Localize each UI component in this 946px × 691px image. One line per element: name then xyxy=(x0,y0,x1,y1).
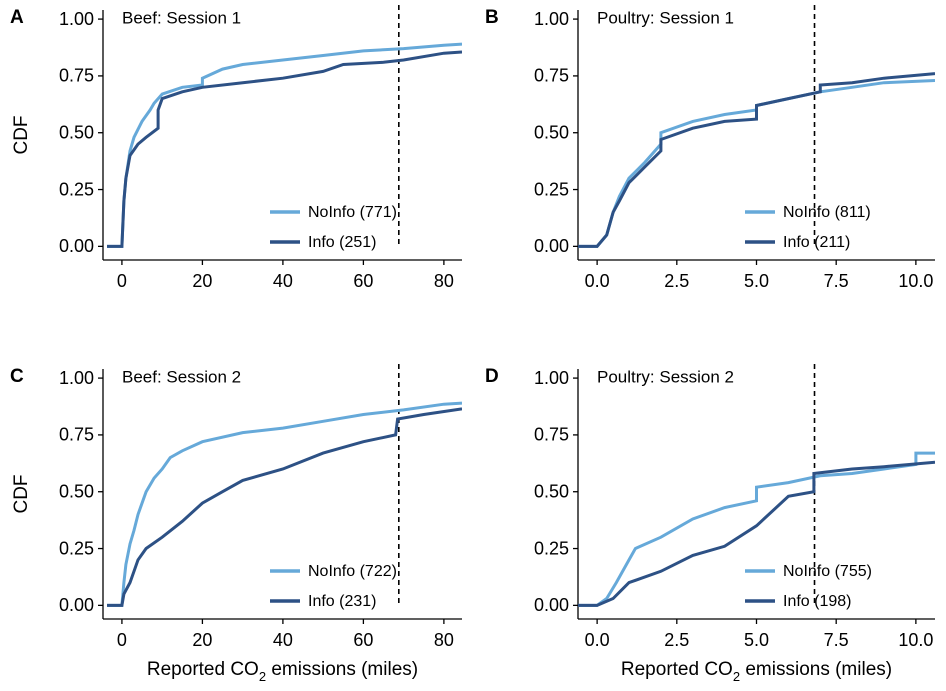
panel-label: A xyxy=(10,7,24,28)
x-tick-label: 20 xyxy=(192,630,212,650)
legend-label: NoInfo (811) xyxy=(783,204,871,221)
y-tick-label: 0.00 xyxy=(534,236,569,256)
panel: 0.00 0.25 0.50 0.75 1.00 0.0 2.5 5.0 7.5 10.0 NoIn… xyxy=(485,5,935,291)
x-tick-label: 7.5 xyxy=(824,271,849,291)
panel-label: D xyxy=(485,366,499,387)
x-tick-label: 80 xyxy=(434,271,454,291)
cdf-line xyxy=(107,50,462,248)
y-tick-label: 1.00 xyxy=(59,9,94,29)
cdf-line xyxy=(578,72,935,248)
y-tick-label: 0.50 xyxy=(59,122,94,142)
cdf-line xyxy=(107,407,462,607)
y-tick-label: 1.00 xyxy=(534,368,569,388)
cdf-line xyxy=(107,401,462,607)
x-tick-label: 7.5 xyxy=(824,630,849,650)
y-tick-label: 1.00 xyxy=(534,9,569,29)
legend-label: Info (231) xyxy=(308,593,376,610)
cdf-line xyxy=(578,460,935,607)
x-tick-label: 80 xyxy=(434,630,454,650)
y-tick-label: 0.00 xyxy=(59,236,94,256)
legend-label: NoInfo (771) xyxy=(308,204,397,221)
panel: 0.00 0.25 0.50 0.75 1.00 0.0 2.5 5.0 7.5 10.0 NoIn… xyxy=(485,364,935,684)
x-tick-label: 0 xyxy=(117,271,127,291)
legend-label: Info (211) xyxy=(783,234,850,251)
panel-title: Poultry: Session 1 xyxy=(597,8,734,27)
x-tick-label: 0 xyxy=(117,630,127,650)
panel-title: Poultry: Session 2 xyxy=(597,367,734,386)
x-tick-label: 60 xyxy=(353,630,373,650)
x-tick-label: 5.0 xyxy=(744,271,769,291)
x-tick-label: 40 xyxy=(273,630,293,650)
y-tick-label: 0.00 xyxy=(59,595,94,615)
y-tick-label: 0.75 xyxy=(59,66,94,86)
legend-label: Info (251) xyxy=(308,234,376,251)
x-tick-label: 2.5 xyxy=(664,271,689,291)
y-tick-label: 0.75 xyxy=(534,425,569,445)
y-tick-label: 0.00 xyxy=(534,595,569,615)
cdf-line xyxy=(578,451,935,607)
y-tick-label: 0.75 xyxy=(534,66,569,86)
panel-label: C xyxy=(10,366,24,387)
y-axis-label: CDF xyxy=(11,474,32,513)
x-axis-label: Reported CO2 emissions (miles) xyxy=(621,659,892,684)
y-tick-label: 0.75 xyxy=(59,425,94,445)
x-axis-label-part: emissions (miles) xyxy=(266,659,418,680)
x-axis-label: Reported CO2 emissions (miles) xyxy=(147,659,418,684)
x-axis-label-part: emissions (miles) xyxy=(740,659,892,680)
x-axis-label-part: 2 xyxy=(733,669,740,684)
cdf-line xyxy=(107,42,462,248)
panel: 0.00 0.25 0.50 0.75 1.00 0 20 40 60 80 NoInfo (771… xyxy=(10,5,462,291)
y-tick-label: 0.25 xyxy=(534,179,569,199)
x-tick-label: 5.0 xyxy=(744,630,769,650)
legend-label: NoInfo (722) xyxy=(308,563,397,580)
panel-title: Beef: Session 1 xyxy=(122,8,241,27)
x-tick-label: 60 xyxy=(353,271,373,291)
y-tick-label: 0.25 xyxy=(59,538,94,558)
y-tick-label: 0.50 xyxy=(59,481,94,501)
x-tick-label: 40 xyxy=(273,271,293,291)
panel: 0.00 0.25 0.50 0.75 1.00 0 20 40 60 80 NoInfo (722… xyxy=(10,364,462,684)
legend-label: NoInfo (755) xyxy=(783,563,872,580)
x-axis-label-part: Reported CO xyxy=(147,659,259,680)
x-axis-label-part: Reported CO xyxy=(621,659,733,680)
x-tick-label: 2.5 xyxy=(664,630,689,650)
y-tick-label: 1.00 xyxy=(59,368,94,388)
y-tick-label: 0.50 xyxy=(534,481,569,501)
y-tick-label: 0.50 xyxy=(534,122,569,142)
x-tick-label: 0.0 xyxy=(585,630,610,650)
x-tick-label: 10.0 xyxy=(898,271,933,291)
y-tick-label: 0.25 xyxy=(534,538,569,558)
legend-label: Info (198) xyxy=(783,593,851,610)
x-tick-label: 20 xyxy=(192,271,212,291)
panel-title: Beef: Session 2 xyxy=(122,367,241,386)
panel-label: B xyxy=(485,7,499,28)
y-tick-label: 0.25 xyxy=(59,179,94,199)
x-tick-label: 10.0 xyxy=(898,630,933,650)
x-tick-label: 0.0 xyxy=(585,271,610,291)
y-axis-label: CDF xyxy=(11,115,32,154)
x-axis-label-part: 2 xyxy=(259,669,266,684)
